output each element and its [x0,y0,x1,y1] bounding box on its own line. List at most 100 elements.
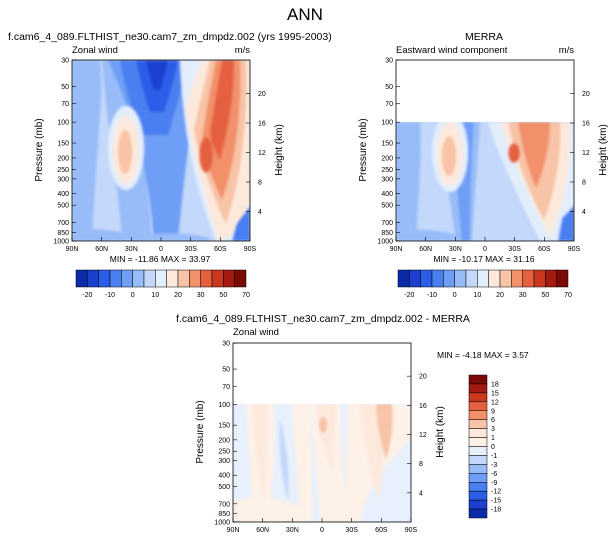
colorbar-swatch [155,269,167,288]
y-tick-label: 70 [222,384,230,391]
x-tick-label: 60N [419,246,432,253]
colorbar-label: -18 [491,507,501,514]
panel-model-subtitle-right: m/s [235,45,251,56]
x-tick-label: 30N [449,246,462,253]
colorbar-swatch [87,269,99,288]
y-tick-label: 100 [381,120,393,127]
y-tick-right-label: 16 [582,121,590,128]
colorbar-swatch [200,269,213,288]
colorbar-label: -20 [82,292,92,299]
colorbar-swatch [468,392,488,403]
y-tick-label: 150 [218,423,230,430]
y-tick-right-label: 12 [582,150,590,157]
y-tick-label: 250 [381,167,393,174]
colorbar-swatch [556,269,569,288]
colorbar-swatch [420,269,433,288]
panel-diff-title: f.cam6_4_089.FLTHIST_ne30.cam7_zm_dmpdz.… [176,313,470,325]
colorbar-swatch [468,437,488,447]
colorbar-swatch [121,269,133,288]
panel-diff-y-ticks: 30 50 70 100 150 200 250 300 400 500 700 850 1000 [214,341,237,527]
panel-diff: f.cam6_4_089.FLTHIST_ne30.cam7_zm_dmpdz.… [176,313,529,534]
y-tick-label: 30 [385,58,393,65]
colorbar-swatch [468,383,488,394]
colorbar-model: -20 -10 0 10 20 30 50 70 [75,269,250,299]
panel-model-y-ticks-right: 20 16 12 8 4 [246,91,266,216]
y-tick-right-label: 4 [582,209,586,216]
colorbar-swatch [468,410,488,420]
panel-model-x-ticks: 90N 60N 30N 0 30S 60S 90S [66,237,257,253]
y-tick-label: 1000 [214,520,230,527]
colorbar-swatch [468,482,488,492]
x-tick-label: 30N [286,527,299,534]
y-tick-right-label: 12 [258,150,266,157]
colorbar-swatch [465,269,478,288]
colorbar-swatch [468,374,488,385]
colorbar-swatch [98,269,111,288]
colorbar-label: 20 [496,292,504,299]
panel-merra-y-ticks: 30 50 70 100 150 200 250 300 400 500 700 850 1000 [377,58,400,246]
colorbar-label: 12 [491,399,499,406]
colorbar-label: 0 [453,292,457,299]
x-tick-label: 30S [345,527,358,534]
x-tick-label: 60N [95,246,108,253]
y-tick-label: 200 [218,437,230,444]
x-tick-label: 90S [405,527,418,534]
colorbar-label: 10 [473,292,481,299]
x-tick-label: 30N [125,246,138,253]
y-tick-right-label: 8 [419,461,423,468]
colorbar-swatch [397,269,410,288]
colorbar-label: -3 [491,462,497,469]
panel-diff-y-axis-label-right: Height (km) [435,406,446,458]
x-tick-label: 30S [184,246,197,253]
colorbar-swatch [545,269,557,288]
y-tick-label: 150 [57,141,69,148]
colorbar-label: -10 [427,292,437,299]
y-tick-label: 850 [381,230,393,237]
colorbar-swatch [488,269,501,288]
y-tick-label: 300 [218,458,230,465]
y-tick-label: 50 [222,367,230,374]
panel-merra: MERRA Eastward wind component m/s [358,31,609,264]
colorbar-swatch [468,446,488,456]
colorbar-swatch [468,464,488,474]
colorbar-swatch [109,269,122,288]
y-tick-right-label: 8 [258,180,262,187]
y-tick-right-label: 12 [419,432,427,439]
panel-model-title: f.cam6_4_089.FLTHIST_ne30.cam7_zm_dmpdz.… [8,31,332,43]
panel-model-stats: MIN = -11.86 MAX = 33.97 [110,254,211,264]
y-tick-right-label: 20 [419,374,427,381]
x-tick-label: 60S [375,527,388,534]
colorbar-label: 0 [131,292,135,299]
colorbar-swatch [132,269,145,288]
colorbar-swatch [75,269,88,288]
colorbar-swatch [431,269,444,288]
y-tick-label: 30 [222,341,230,348]
panel-model-y-axis-label: Pressure (mb) [34,118,45,181]
panel-model-y-ticks: 30 50 70 100 150 200 250 300 400 500 700 850 1000 [53,58,76,246]
colorbar-swatch [177,269,190,288]
colorbar-label: 50 [541,292,549,299]
y-tick-label: 150 [381,141,393,148]
y-tick-right-label: 20 [582,91,590,98]
y-tick-label: 400 [218,473,230,480]
colorbar-swatch [143,269,156,288]
panel-merra-x-ticks: 90N 60N 30N 0 30S 60S 90S [390,237,581,253]
colorbar-label: 6 [491,417,495,424]
panel-diff-subtitle-left: Zonal wind [233,327,279,338]
x-tick-label: 90S [568,246,581,253]
x-tick-label: 0 [320,527,324,534]
colorbar-swatch [443,269,455,288]
colorbar-swatch [468,419,488,429]
y-tick-label: 700 [57,220,69,227]
x-tick-label: 60N [256,527,269,534]
x-tick-label: 30S [508,246,521,253]
panel-diff-stats: MIN = -4.18 MAX = 3.57 [437,350,529,360]
colorbar-diff: 18 15 12 9 6 3 1 0 -1 -3 -6 -9 -12 -15 -18 [468,374,501,519]
y-tick-label: 300 [381,176,393,183]
colorbar-swatch [468,473,488,483]
y-tick-right-label: 16 [419,403,427,410]
x-tick-label: 90N [390,246,403,253]
colorbar-label: -1 [491,453,497,460]
colorbar-label: 18 [491,381,499,388]
colorbar-label: 15 [491,390,499,397]
